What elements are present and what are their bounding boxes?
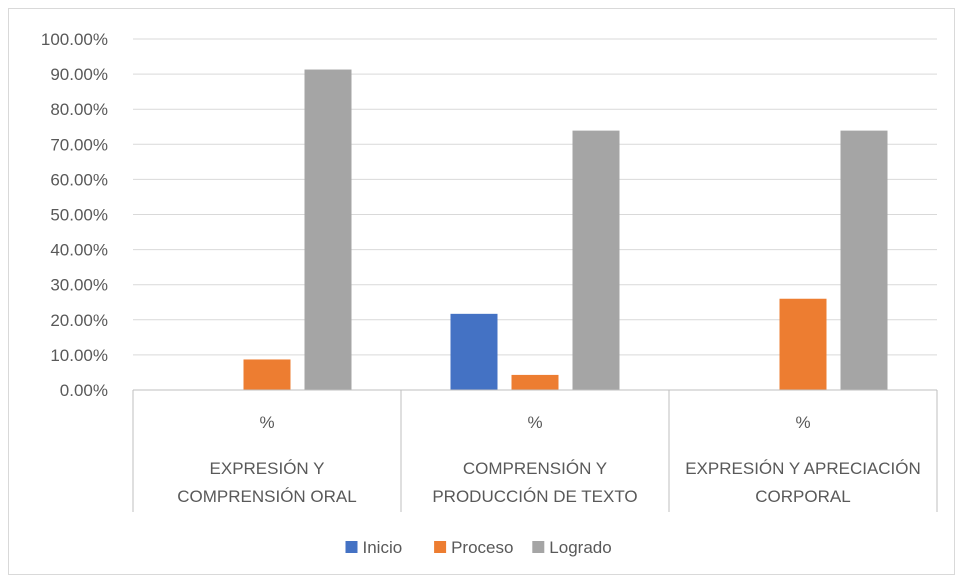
bar-proceso	[511, 374, 559, 390]
x-axis: % EXPRESIÓN Y COMPRENSIÓN ORAL% COMPRENSIÓN…	[132, 389, 938, 512]
category-sub-label: %	[527, 413, 542, 432]
y-tick-label: 40.00%	[50, 241, 108, 260]
bar-logrado	[304, 69, 352, 391]
y-axis-ticks: 0.00% 10.00% 20.00% 30.00% 40.00% 50.00% 60.00…	[41, 30, 108, 400]
legend-label: Logrado	[549, 538, 611, 557]
category-label: EXPRESIÓN Y APRECIACIÓN	[685, 459, 921, 478]
legend: Inicio Proceso Logrado	[345, 538, 612, 557]
chart-border	[8, 8, 955, 575]
y-tick-label: 50.00%	[50, 206, 108, 225]
bar-logrado	[840, 130, 888, 390]
y-tick-label: 0.00%	[60, 381, 108, 400]
bar-inicio	[450, 313, 498, 390]
bar-logrado	[572, 130, 620, 390]
category-label: PRODUCCIÓN DE TEXTO	[432, 487, 637, 506]
bar-proceso	[243, 359, 291, 390]
category-label: COMPRENSIÓN ORAL	[177, 487, 356, 506]
bars	[243, 69, 888, 391]
legend-label: Inicio	[363, 538, 403, 557]
category-label: COMPRENSIÓN Y	[463, 459, 607, 478]
y-tick-label: 90.00%	[50, 65, 108, 84]
legend-swatch-proceso	[434, 541, 447, 553]
category-sub-label: %	[795, 413, 810, 432]
category-sub-label: %	[259, 413, 274, 432]
y-tick-label: 100.00%	[41, 30, 108, 49]
legend-label: Proceso	[451, 538, 513, 557]
y-tick-label: 60.00%	[50, 170, 108, 189]
y-tick-label: 10.00%	[50, 346, 108, 365]
y-tick-label: 80.00%	[50, 100, 108, 119]
y-tick-label: 20.00%	[50, 311, 108, 330]
bar-proceso	[779, 298, 827, 390]
y-tick-label: 70.00%	[50, 135, 108, 154]
category-label: EXPRESIÓN Y	[210, 459, 325, 478]
legend-swatch-logrado	[532, 541, 545, 553]
legend-swatch-inicio	[345, 541, 358, 553]
category-label: CORPORAL	[755, 487, 850, 506]
y-tick-label: 30.00%	[50, 276, 108, 295]
